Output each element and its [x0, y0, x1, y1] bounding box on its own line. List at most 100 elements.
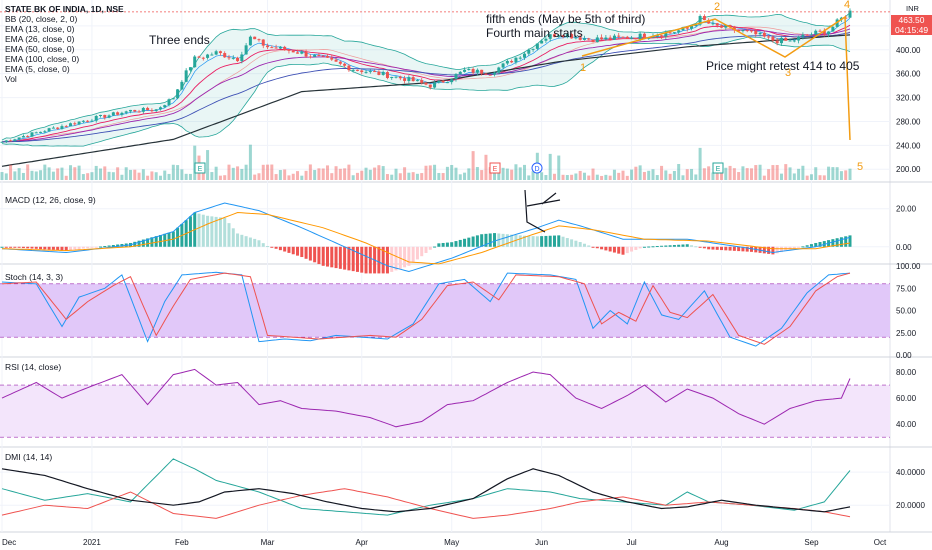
dmi-title[interactable]: DMI (14, 14) [5, 452, 53, 462]
legend-ema13[interactable]: EMA (13, close, 0) [5, 24, 75, 34]
candle-body [90, 120, 94, 122]
volume-bar [587, 175, 591, 180]
candle-body [621, 36, 625, 38]
candle-body [137, 111, 141, 113]
candle-body [360, 70, 364, 73]
candle-body [467, 68, 471, 70]
indicator-legend: STATE BK OF INDIA, 1D, NSE BB (20, close… [5, 4, 124, 84]
legend-ema100[interactable]: EMA (100, close, 0) [5, 54, 80, 64]
candle-body [248, 36, 252, 46]
candle-body [116, 112, 120, 115]
candle-body [433, 82, 437, 88]
annotation-fifth-ends[interactable]: fifth ends (May be 5th of third) [486, 12, 646, 26]
volume-bar [223, 175, 227, 180]
volume-bar [94, 165, 98, 180]
macd-histogram-bar [407, 246, 411, 266]
dividend-marker [531, 162, 543, 174]
candle-body [548, 34, 552, 39]
candle-body [818, 30, 822, 32]
candle-body [317, 54, 321, 56]
legend-vol[interactable]: Vol [5, 74, 17, 84]
candle-body [261, 39, 265, 46]
candle-body [771, 36, 775, 41]
macd-histogram-bar [707, 246, 711, 250]
candle-body [801, 34, 805, 37]
volume-bar [762, 175, 766, 180]
x-tick-label: Feb [175, 538, 189, 547]
volume-bar [638, 165, 642, 180]
macd-title[interactable]: MACD (12, 26, close, 9) [5, 195, 96, 205]
volume-bar [501, 167, 505, 180]
macd-histogram-bar [454, 241, 458, 247]
volume-bar [163, 170, 167, 180]
event-marker-label: E [716, 166, 721, 173]
candle-body [428, 84, 432, 88]
price-tick-label: 360.00 [896, 70, 921, 79]
legend-bb[interactable]: BB (20, close, 2, 0) [5, 14, 78, 24]
volume-bar [364, 167, 368, 180]
legend-ema50[interactable]: EMA (50, close, 0) [5, 44, 75, 54]
candle-body [47, 128, 51, 132]
macd-histogram-bar [668, 245, 672, 247]
volume-bar [296, 171, 300, 180]
candle-body [184, 70, 188, 82]
macd-histogram-bar [617, 246, 621, 254]
legend-ema5[interactable]: EMA (5, close, 0) [5, 64, 70, 74]
volume-bar [51, 171, 55, 180]
x-tick-label: Mar [261, 538, 275, 547]
macd-histogram-bar [655, 246, 659, 248]
candle-body [754, 30, 758, 35]
macd-histogram-bar [86, 246, 90, 249]
candle-body [835, 19, 839, 27]
candle-body [737, 30, 741, 32]
rsi-title[interactable]: RSI (14, close) [5, 362, 62, 372]
stoch-title[interactable]: Stoch (14, 3, 3) [5, 272, 64, 282]
macd-histogram-bar [638, 246, 642, 249]
macd-histogram-bar [570, 239, 574, 247]
macd-histogram-bar [236, 233, 240, 247]
candle-body [565, 34, 569, 38]
volume-bar [270, 164, 274, 180]
macd-histogram-bar [317, 246, 321, 265]
annotation-retest[interactable]: Price might retest 414 to 405 [706, 59, 860, 73]
macd-histogram-bar [308, 246, 312, 261]
volume-bar [591, 168, 595, 180]
macd-histogram-bar [227, 223, 231, 247]
candle-body [4, 140, 8, 142]
macd-histogram-bar [17, 246, 21, 248]
volume-bar [368, 169, 372, 180]
volume-bar [428, 165, 432, 180]
volume-bar [128, 169, 132, 180]
x-tick-label: Sep [804, 538, 819, 547]
candle-body [163, 105, 167, 108]
volume-bar [445, 166, 449, 180]
macd-histogram-bar [741, 246, 745, 252]
symbol-title[interactable]: STATE BK OF INDIA, 1D, NSE [5, 4, 124, 14]
macd-histogram-bar [749, 246, 753, 252]
macd-histogram-bar [848, 235, 852, 247]
volume-bar [313, 170, 317, 180]
candle-body [471, 68, 475, 73]
legend-ema26[interactable]: EMA (26, close, 0) [5, 34, 75, 44]
annotation-three-ends[interactable]: Three ends [149, 33, 210, 47]
macd-histogram-bar [762, 246, 766, 254]
volume-bar [552, 173, 556, 180]
macd-histogram-bar [505, 234, 509, 247]
candle-body [745, 30, 749, 32]
macd-histogram-bar [291, 246, 295, 255]
volume-bar [184, 173, 188, 180]
macd-histogram-bar [685, 244, 689, 247]
volume-bar [775, 164, 779, 180]
volume-bar [141, 169, 145, 180]
volume-bar [608, 175, 612, 180]
macd-histogram-bar [634, 246, 638, 250]
volume-bar [523, 164, 527, 180]
annotation-fourth-starts[interactable]: Fourth main starts [486, 26, 583, 40]
macd-histogram-bar [141, 239, 145, 247]
candle-body [749, 30, 753, 32]
macd-histogram-bar [600, 246, 604, 250]
dmi-tick-label: 40.0000 [896, 468, 925, 477]
volume-bar [600, 175, 604, 180]
volume-bar [47, 167, 51, 180]
